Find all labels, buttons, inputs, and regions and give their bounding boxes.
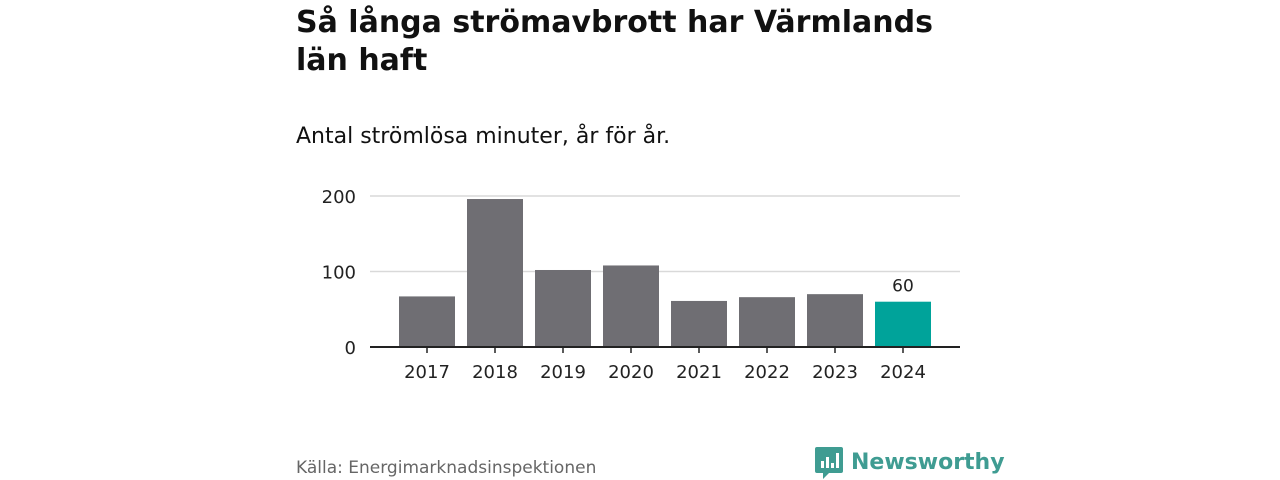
bar-2018: [467, 199, 523, 347]
chart-subtitle: Antal strömlösa minuter, år för år.: [296, 124, 671, 149]
data-labels: 60: [892, 277, 914, 297]
source-note: Källa: Energimarknadsinspektionen: [296, 458, 597, 478]
data-label-2024: 60: [892, 277, 914, 297]
x-tick-label-2017: 2017: [404, 362, 450, 383]
bar-2017: [399, 296, 455, 347]
x-tick-label-2019: 2019: [540, 362, 586, 383]
bar-2020: [603, 265, 659, 347]
chart-title: Så långa strömavbrott har Värmlands län …: [296, 5, 933, 78]
y-tick-label-0: 0: [345, 338, 356, 359]
x-tick-label-2020: 2020: [608, 362, 654, 383]
brand-name: Newsworthy: [851, 450, 1005, 475]
y-tick-label-200: 200: [322, 187, 356, 208]
bar-2022: [739, 297, 795, 347]
bars: [399, 199, 931, 347]
bar-2024: [875, 301, 931, 347]
brand-logo[interactable]: Newsworthy: [815, 446, 1005, 480]
x-tick-label-2018: 2018: [472, 362, 518, 383]
bar-2023: [807, 294, 863, 347]
y-axis-ticks: 0 100 200: [322, 187, 356, 359]
bar-2021: [671, 300, 727, 347]
x-tick-label-2024: 2024: [880, 362, 926, 383]
bar-2019: [535, 269, 591, 347]
x-axis-ticks: 2017 2018 2019 2020 2021 2022 2023 2024: [404, 347, 926, 383]
y-tick-label-100: 100: [322, 263, 356, 284]
x-tick-label-2022: 2022: [744, 362, 790, 383]
x-tick-label-2021: 2021: [676, 362, 722, 383]
x-tick-label-2023: 2023: [812, 362, 858, 383]
gridlines: [370, 195, 960, 273]
newsworthy-logo-icon: [815, 447, 843, 479]
